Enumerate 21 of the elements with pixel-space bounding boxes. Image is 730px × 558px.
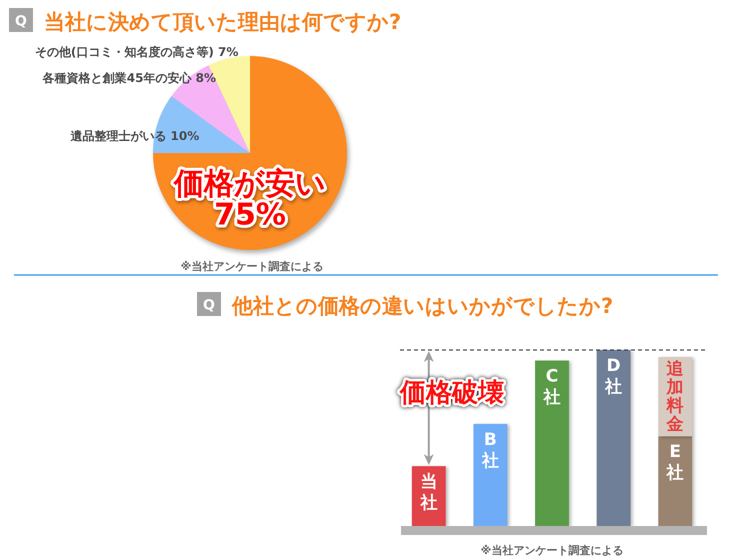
x-tick-label: 当社	[419, 472, 438, 514]
x-tick-label: C社	[542, 366, 560, 408]
annotation: 価格破壊	[399, 378, 504, 408]
bar	[473, 424, 508, 526]
slice-label: 遺品整理士がいる 10%	[69, 129, 200, 144]
slice-label: その他(口コミ・知名度の高さ等) 7%	[34, 44, 238, 59]
pie-slice	[153, 96, 250, 153]
text: ※当社アンケート調査による	[480, 544, 624, 557]
series-label: 追加料金	[666, 359, 684, 435]
bar	[535, 360, 569, 526]
slice-label: 各種資格と創業45年の安心 8%	[42, 70, 216, 85]
chart-title: 他社との価格の違いはいかがでしたか?	[231, 294, 614, 318]
text: Q	[203, 298, 216, 314]
bar	[658, 436, 692, 526]
x-tick-label: E社	[666, 442, 684, 484]
x-tick-label: D社	[604, 356, 622, 397]
x-tick-label: B社	[480, 430, 499, 471]
chart-title: 当社に決めて頂いた理由は何ですか?	[44, 10, 402, 34]
text: ※当社アンケート調査による	[180, 260, 324, 273]
text: Q	[15, 14, 28, 30]
bar	[596, 350, 631, 526]
